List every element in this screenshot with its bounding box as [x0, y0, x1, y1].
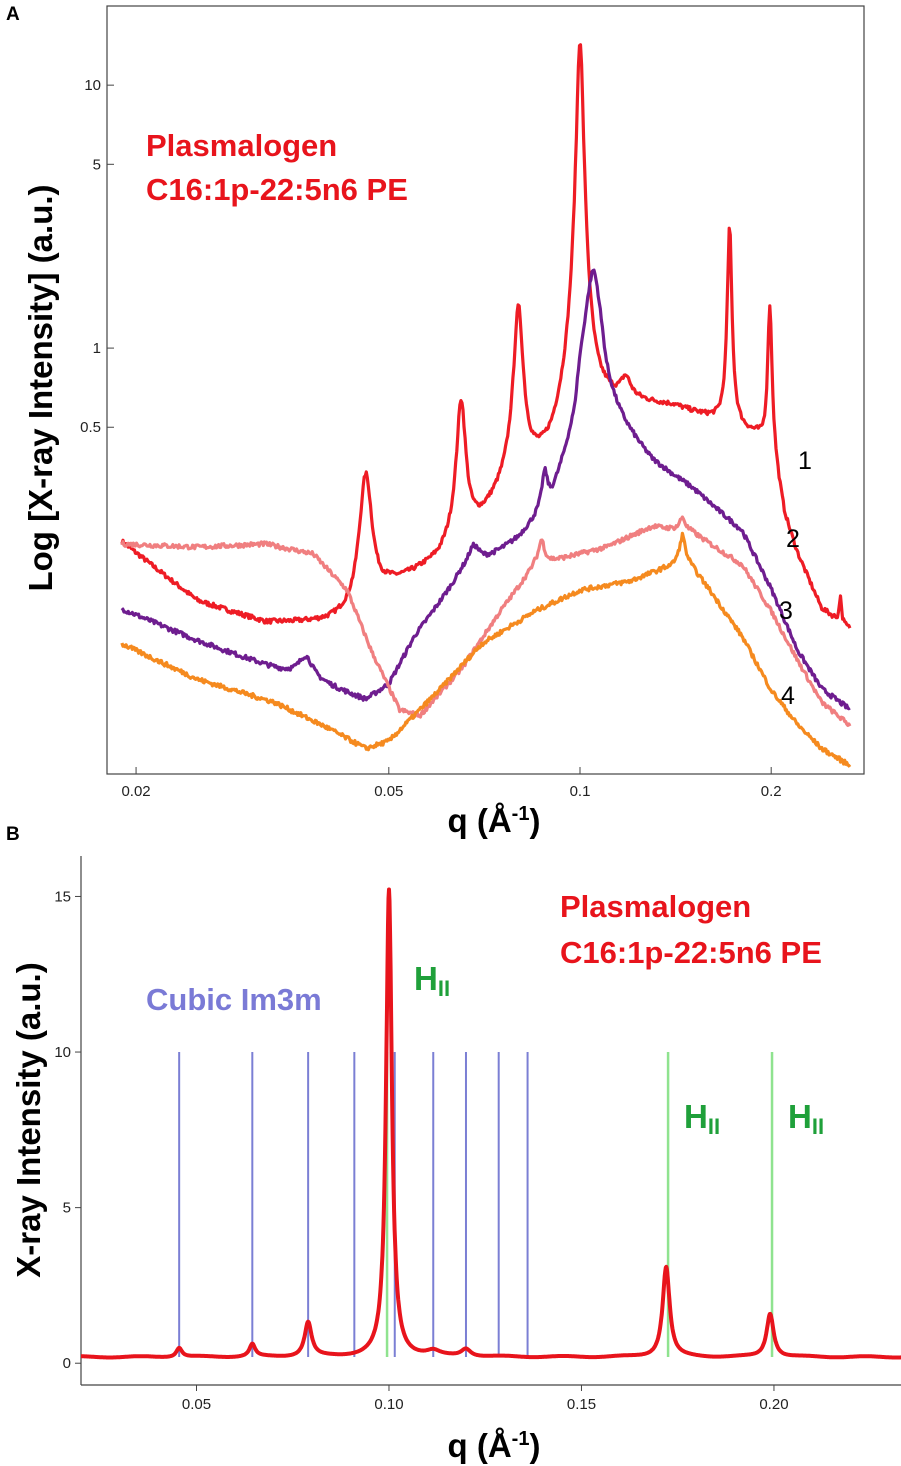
panel-b-x-label-main: q (Å [448, 1427, 512, 1464]
curve-2 [120, 268, 851, 711]
panel-a-annotation-line2: C16:1p-22:5n6 PE [146, 172, 408, 207]
panel-a-x-tick-label: 0.02 [121, 783, 150, 800]
panel-b-x-tick-label: 0.15 [567, 1396, 596, 1413]
panel-b-annotation-line2: C16:1p-22:5n6 PE [560, 935, 822, 970]
panel-b-x-tick-label: 0.20 [759, 1396, 788, 1413]
panel-b-y-tick-label: 5 [63, 1200, 71, 1217]
curve-label-4: 4 [781, 682, 795, 710]
panel-a-x-tick-label: 0.05 [374, 783, 403, 800]
panel-a-x-tick-label: 0.2 [761, 783, 782, 800]
panel-b-x-label-sup: -1 [512, 1428, 530, 1450]
panel-b-ticks: 0.05 0.10 0.15 0.20 0 5 10 15 [54, 888, 788, 1413]
panel-a-plot-frame [106, 5, 865, 775]
panel-a-y-tick-label: 5 [93, 156, 101, 173]
panel-b-y-axis-label: X-ray Intensity (a.u.) [10, 962, 47, 1277]
panel-a: A 0.02 0.05 0.1 0.2 0.5 1 5 10 Plasmalogen C16:… [6, 4, 865, 839]
panel-b-letter: B [6, 824, 20, 845]
panel-a-x-tick-label: 0.1 [570, 783, 591, 800]
panel-a-annotation-line1: Plasmalogen [146, 128, 337, 163]
panel-a-x-label-sup: -1 [512, 803, 530, 825]
panel-a-x-label-main: q (Å [448, 802, 512, 839]
hii-label-1-main: H [414, 960, 438, 997]
panel-a-curves [120, 43, 852, 768]
curve-4 [120, 531, 852, 768]
panel-a-y-axis-label: Log [X-ray Intensity] (a.u.) [22, 184, 59, 591]
panel-b-annotation-line1: Plasmalogen [560, 889, 751, 924]
hii-label-3-sub: II [812, 1114, 824, 1139]
panel-b-reference-lines [178, 1052, 774, 1357]
panel-b-intensity-curve [79, 887, 901, 1360]
panel-b-curves [79, 887, 901, 1360]
hii-label-3: HII [788, 1098, 824, 1139]
hii-label-2-sub: II [708, 1114, 720, 1139]
hii-label-1: HII [414, 960, 450, 1001]
curve-label-3: 3 [779, 597, 793, 625]
curve-3 [120, 515, 852, 727]
hii-label-1-sub: II [438, 976, 450, 1001]
panel-b-x-tick-label: 0.05 [182, 1396, 211, 1413]
panel-b-y-tick-label: 10 [54, 1044, 71, 1061]
hii-label-2-main: H [684, 1098, 708, 1135]
cubic-im3m-label: Cubic Im3m [146, 982, 322, 1017]
curve-1 [120, 43, 852, 629]
panel-a-y-tick-label: 10 [84, 77, 101, 94]
panel-a-x-axis-label: q (Å-1) [448, 802, 541, 839]
hii-label-3-main: H [788, 1098, 812, 1135]
panel-a-ticks: 0.02 0.05 0.1 0.2 0.5 1 5 10 [80, 77, 781, 800]
panel-b-y-tick-label: 0 [63, 1355, 71, 1372]
panel-b-x-label-end: ) [529, 1427, 540, 1464]
panel-b-x-tick-label: 0.10 [374, 1396, 403, 1413]
panel-b-x-axis-label: q (Å-1) [448, 1427, 541, 1464]
panel-b-y-tick-label: 15 [54, 888, 71, 905]
hii-label-2: HII [684, 1098, 720, 1139]
curve-label-1: 1 [798, 447, 812, 475]
panel-a-x-label-end: ) [529, 802, 540, 839]
panel-a-y-tick-label: 1 [93, 340, 101, 357]
panel-b: B 0.05 0.10 0.15 0.20 0 5 10 15 Plasmalogen C16… [6, 824, 901, 1464]
curve-label-2: 2 [786, 525, 800, 553]
panel-a-letter: A [6, 4, 20, 25]
panel-a-y-tick-label: 0.5 [80, 419, 101, 436]
